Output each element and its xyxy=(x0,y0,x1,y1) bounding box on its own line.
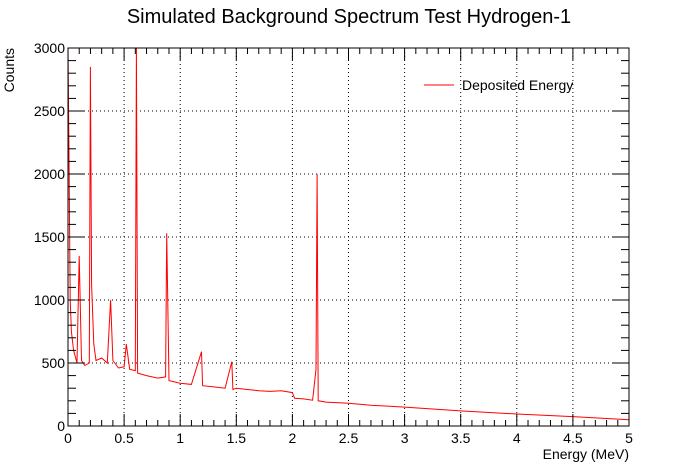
x-tick-label: 0.5 xyxy=(114,430,134,446)
legend-label: Deposited Energy xyxy=(462,77,573,93)
y-axis-label: Counts xyxy=(1,48,17,92)
tick-labels-layer: 0 0.5 1 1.5 2 2.5 3 3.5 4 4.5 5 0 500 1000 1500 2000 250… xyxy=(34,40,633,446)
x-tick-label: 0 xyxy=(64,430,72,446)
x-tick-label: 2.5 xyxy=(339,430,359,446)
legend: Deposited Energy xyxy=(424,77,573,93)
x-tick-label: 2 xyxy=(289,430,297,446)
x-tick-label: 1.5 xyxy=(227,430,247,446)
x-tick-label: 1 xyxy=(176,430,184,446)
x-tick-label: 3.5 xyxy=(451,430,471,446)
spectrum-line xyxy=(67,47,630,421)
y-tick-label: 3000 xyxy=(34,40,65,56)
y-tick-label: 500 xyxy=(42,355,66,371)
x-axis-label: Energy (MeV) xyxy=(543,446,629,462)
y-tick-label: 1000 xyxy=(34,292,65,308)
grid-layer xyxy=(68,48,629,426)
x-tick-label: 4 xyxy=(513,430,521,446)
y-tick-label: 0 xyxy=(57,418,65,434)
x-tick-label: 5 xyxy=(625,430,633,446)
y-tick-label: 1500 xyxy=(34,229,65,245)
x-tick-label: 3 xyxy=(401,430,409,446)
y-tick-label: 2000 xyxy=(34,166,65,182)
ticks-layer xyxy=(67,47,630,427)
x-tick-label: 4.5 xyxy=(563,430,583,446)
chart-title: Simulated Background Spectrum Test Hydro… xyxy=(126,6,572,28)
y-tick-label: 2500 xyxy=(34,103,65,119)
